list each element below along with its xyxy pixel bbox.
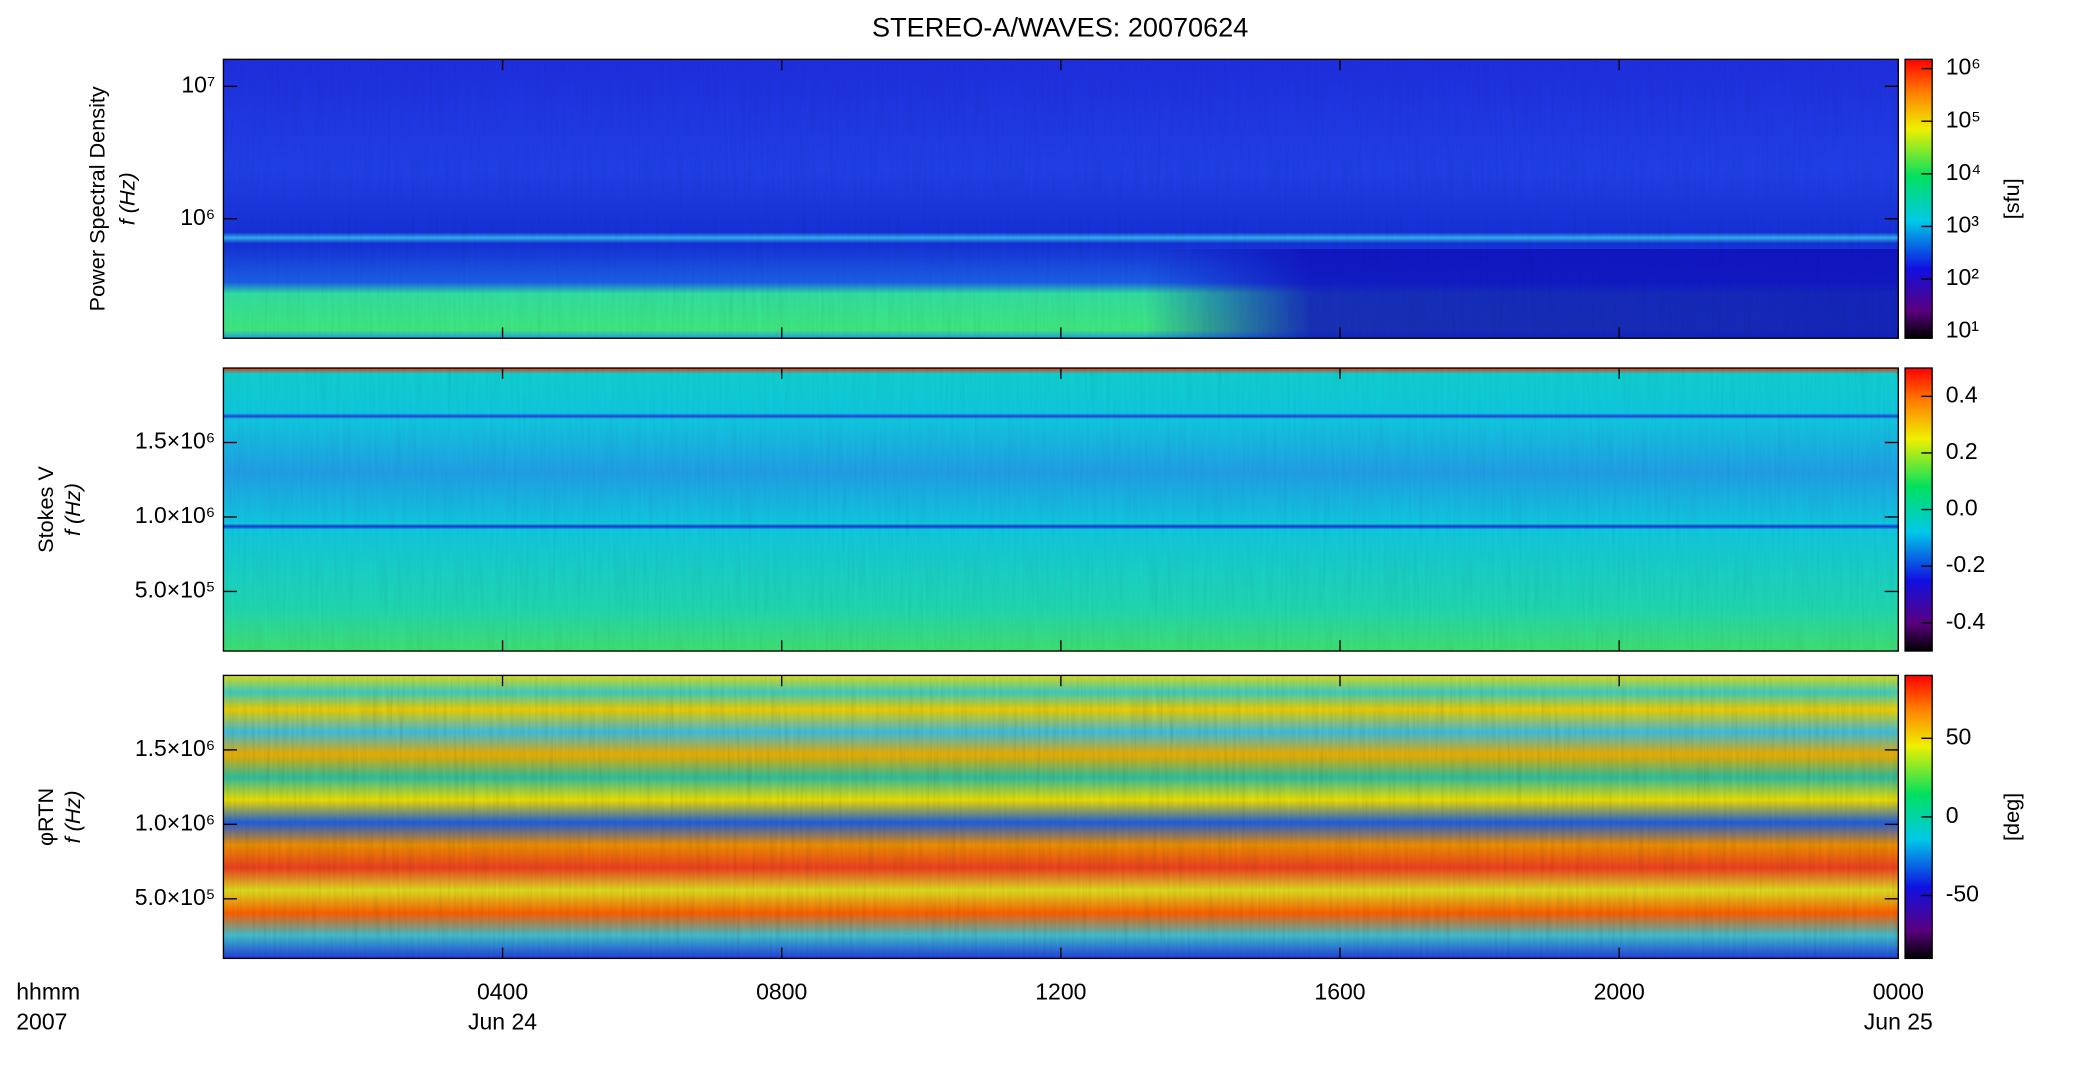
figure-title: STEREO-A/WAVES: 20070624 bbox=[872, 12, 1248, 43]
spectrogram-texture bbox=[223, 368, 1899, 652]
y-tick-label: 5.0×10⁵ bbox=[135, 577, 216, 603]
x-tick-label: 0800 bbox=[756, 979, 807, 1005]
date-label: Jun 24 bbox=[468, 1008, 537, 1034]
y-axis-label: f (Hz) bbox=[114, 172, 139, 225]
colorbar-label: [deg] bbox=[1999, 793, 2024, 841]
colorbar-tick-label: 10³ bbox=[1946, 212, 1980, 238]
colorbar-tick-label: 10⁶ bbox=[1946, 54, 1981, 80]
colorbar-tick-label: 50 bbox=[1946, 723, 1972, 749]
x-tick-label: 0000 bbox=[1873, 979, 1924, 1005]
spectrogram-texture bbox=[223, 59, 1899, 339]
y-axis-label: Stokes V bbox=[33, 466, 58, 553]
colorbar-tick-label: 0.0 bbox=[1946, 495, 1978, 521]
colorbar-tick-label: 0.2 bbox=[1946, 438, 1978, 464]
y-tick-label: 1.0×10⁶ bbox=[135, 502, 215, 528]
colorbar-tick-label: -0.4 bbox=[1946, 608, 1986, 634]
y-tick-label: 10⁷ bbox=[181, 71, 215, 97]
x-tick-label: 0400 bbox=[477, 979, 528, 1005]
time-format-label: hhmm bbox=[16, 979, 80, 1005]
y-tick-label: 1.5×10⁶ bbox=[135, 428, 215, 454]
spectrogram-texture bbox=[223, 675, 1899, 959]
y-tick-label: 1.0×10⁶ bbox=[135, 809, 215, 835]
date-label: Jun 25 bbox=[1864, 1008, 1933, 1034]
colorbar bbox=[1905, 59, 1933, 339]
colorbar-tick-label: 10¹ bbox=[1946, 317, 1980, 343]
year-label: 2007 bbox=[16, 1008, 67, 1034]
colorbar-tick-label: 10² bbox=[1946, 264, 1980, 290]
x-tick-label: 2000 bbox=[1594, 979, 1645, 1005]
x-tick-label: 1200 bbox=[1035, 979, 1086, 1005]
y-axis-label: Power Spectral Density bbox=[85, 86, 110, 311]
colorbar-frame bbox=[1904, 58, 1933, 339]
y-tick-label: 5.0×10⁵ bbox=[135, 884, 216, 910]
colorbar-tick-label: 0 bbox=[1946, 802, 1959, 828]
colorbar-tick-label: -0.2 bbox=[1946, 551, 1986, 577]
y-axis-label: f (Hz) bbox=[60, 790, 85, 843]
y-tick-label: 10⁶ bbox=[180, 204, 215, 230]
y-axis-label: φRTN bbox=[33, 788, 58, 846]
y-axis-label: f (Hz) bbox=[60, 483, 85, 536]
colorbar-tick-label: 0.4 bbox=[1946, 381, 1978, 407]
colorbar-label: [sfu] bbox=[1999, 178, 2024, 219]
colorbar-tick-label: 10⁴ bbox=[1946, 159, 1981, 185]
panels: Power Spectral Density f (Hz) 10⁶10⁷10¹10²… bbox=[16, 54, 2024, 1035]
y-tick-label: 1.5×10⁶ bbox=[135, 735, 215, 761]
x-tick-label: 1600 bbox=[1314, 979, 1365, 1005]
colorbar-tick-label: 10⁵ bbox=[1946, 106, 1981, 132]
colorbar-tick-label: -50 bbox=[1946, 881, 1979, 907]
